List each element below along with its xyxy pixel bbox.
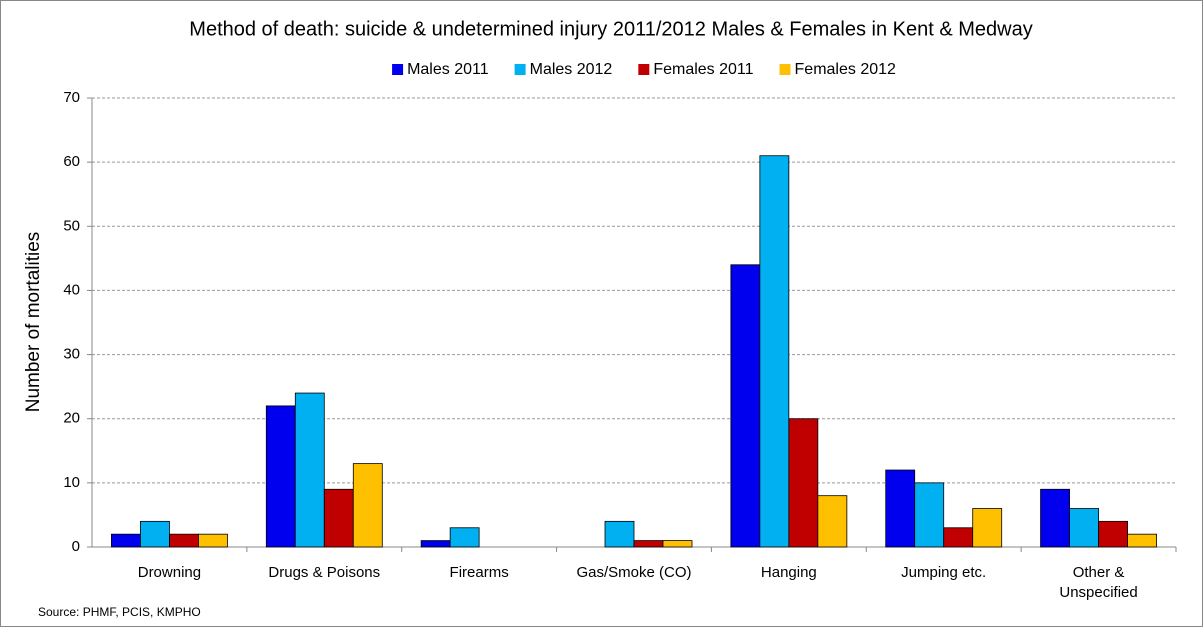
bar (604, 520, 635, 548)
bar (1069, 508, 1099, 548)
bar (323, 488, 354, 548)
legend-label: Males 2012 (530, 61, 613, 78)
bar (140, 520, 170, 548)
bar (730, 264, 761, 548)
bar (1040, 488, 1070, 548)
bar (788, 418, 819, 548)
bar (1127, 533, 1157, 548)
x-tick-label: Drugs & Poisons (268, 564, 381, 581)
bar (198, 533, 228, 548)
legend-swatch (514, 64, 526, 75)
bar (662, 540, 693, 548)
x-tick-label: Other & Unspecified (1059, 564, 1138, 601)
bar (111, 533, 141, 548)
y-tick-label: 70 (63, 89, 80, 106)
bar (817, 495, 848, 548)
bar (943, 527, 974, 548)
bar (265, 405, 296, 548)
bar (633, 540, 664, 548)
x-tick-label: Hanging (760, 564, 817, 581)
y-tick-label: 0 (72, 538, 80, 555)
legend-swatch (779, 64, 791, 75)
legend-label: Females 2012 (795, 61, 896, 78)
bar (1098, 520, 1128, 548)
bar (352, 463, 383, 548)
y-tick-label: 60 (63, 153, 80, 170)
legend-label: Males 2011 (407, 61, 489, 78)
bar (914, 482, 945, 548)
legend-label: Females 2011 (653, 61, 753, 78)
bar (972, 508, 1003, 548)
x-tick-label: Jumping etc. (901, 564, 987, 581)
y-tick-label: 30 (63, 346, 80, 363)
y-tick-label: 50 (63, 217, 80, 234)
source-note: Source: PHMF, PCIS, KMPHO (38, 605, 201, 619)
bar (759, 155, 790, 548)
x-tick-label: Firearms (449, 564, 509, 581)
x-tick-label: Drowning (137, 564, 202, 581)
y-tick-label: 40 (63, 281, 80, 298)
bar (449, 527, 480, 548)
bar (420, 540, 451, 548)
y-tick-label: 20 (63, 410, 80, 427)
x-tick-label: Gas/Smoke (CO) (576, 564, 692, 581)
y-axis-label: Number of mortalities (23, 232, 44, 413)
bar (294, 392, 325, 548)
legend-swatch (392, 64, 404, 75)
bar (885, 469, 916, 548)
y-tick-label: 10 (63, 474, 80, 491)
chart-title: Method of death: suicide & undetermined … (189, 18, 1032, 40)
bar (169, 533, 199, 548)
legend-swatch (638, 64, 650, 75)
